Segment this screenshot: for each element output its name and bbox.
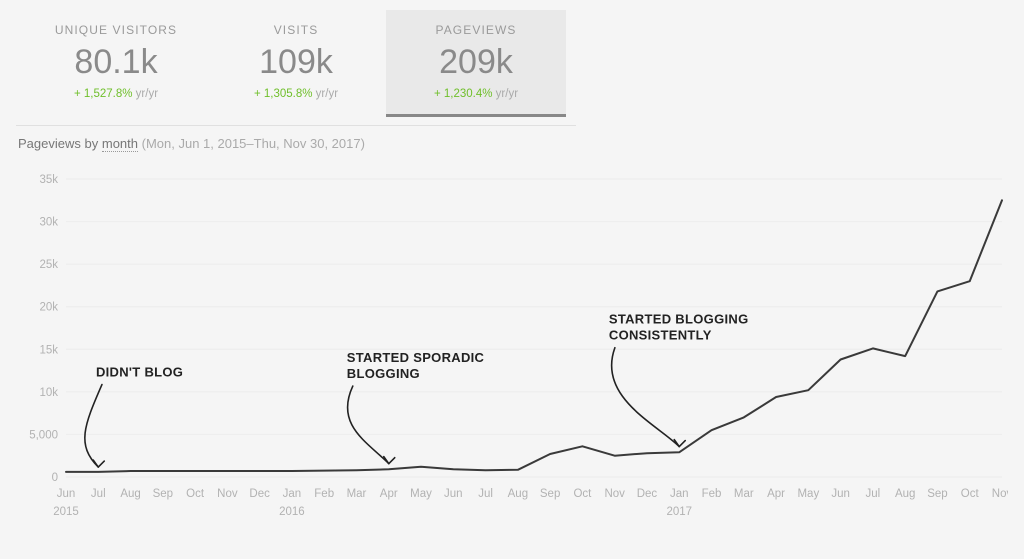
svg-text:DIDN'T BLOG: DIDN'T BLOG	[96, 365, 183, 380]
series-line	[66, 200, 1002, 472]
svg-text:Apr: Apr	[767, 488, 785, 500]
svg-text:Aug: Aug	[895, 488, 915, 500]
svg-text:35k: 35k	[39, 174, 58, 186]
svg-text:STARTED BLOGGING: STARTED BLOGGING	[609, 312, 749, 327]
tab-label: VISITS	[216, 23, 376, 37]
chart-title: Pageviews by month (Mon, Jun 1, 2015–Thu…	[18, 136, 1008, 151]
svg-text:Oct: Oct	[186, 488, 205, 500]
svg-text:Apr: Apr	[380, 488, 398, 500]
svg-text:Dec: Dec	[637, 488, 658, 500]
svg-text:STARTED SPORADIC: STARTED SPORADIC	[347, 350, 485, 365]
svg-text:May: May	[410, 488, 432, 500]
annotation-0: DIDN'T BLOG	[85, 365, 183, 468]
svg-text:25k: 25k	[39, 259, 58, 271]
svg-text:Oct: Oct	[573, 488, 592, 500]
svg-text:Sep: Sep	[927, 488, 947, 500]
chart-svg: 0 5,000 10k 15k 20k 25k 30k 35k Jun Jul Aug Sep Oct N…	[16, 157, 1008, 547]
svg-text:Feb: Feb	[702, 488, 722, 500]
svg-text:Jul: Jul	[91, 488, 106, 500]
svg-text:Sep: Sep	[540, 488, 560, 500]
svg-text:Sep: Sep	[153, 488, 173, 500]
metric-tabs: UNIQUE VISITORS 80.1k + 1,527.8% yr/yr V…	[16, 10, 1008, 117]
annotation-2: STARTED BLOGGINGCONSISTENTLY	[609, 312, 749, 447]
pageviews-chart: 0 5,000 10k 15k 20k 25k 30k 35k Jun Jul Aug Sep Oct N…	[16, 157, 1008, 547]
svg-text:Mar: Mar	[347, 488, 367, 500]
svg-text:30k: 30k	[39, 217, 58, 229]
svg-text:15k: 15k	[39, 344, 58, 356]
svg-text:Nov: Nov	[217, 488, 238, 500]
svg-text:Jun: Jun	[831, 488, 850, 500]
svg-text:Jul: Jul	[478, 488, 493, 500]
dimension-link[interactable]: month	[102, 136, 138, 152]
tab-value: 209k	[396, 43, 556, 82]
tab-label: UNIQUE VISITORS	[36, 23, 196, 37]
svg-text:2017: 2017	[666, 506, 692, 518]
svg-text:2015: 2015	[53, 506, 79, 518]
tab-value: 109k	[216, 43, 376, 82]
svg-text:Jul: Jul	[866, 488, 881, 500]
svg-text:2016: 2016	[279, 506, 305, 518]
tab-pageviews[interactable]: PAGEVIEWS 209k + 1,230.4% yr/yr	[386, 10, 566, 117]
svg-text:Oct: Oct	[961, 488, 980, 500]
svg-text:10k: 10k	[39, 387, 58, 399]
tab-change: + 1,527.8% yr/yr	[36, 88, 196, 100]
svg-text:Nov: Nov	[604, 488, 625, 500]
svg-text:Mar: Mar	[734, 488, 754, 500]
svg-text:Jan: Jan	[283, 488, 302, 500]
tab-change: + 1,230.4% yr/yr	[396, 88, 556, 100]
svg-text:BLOGGING: BLOGGING	[347, 366, 420, 381]
tab-label: PAGEVIEWS	[396, 23, 556, 37]
svg-text:Jun: Jun	[57, 488, 76, 500]
svg-text:Dec: Dec	[249, 488, 270, 500]
svg-text:20k: 20k	[39, 302, 58, 314]
tab-visits[interactable]: VISITS 109k + 1,305.8% yr/yr	[206, 10, 386, 117]
divider	[16, 125, 576, 126]
svg-text:Nov: Nov	[992, 488, 1008, 500]
svg-text:0: 0	[52, 472, 58, 484]
svg-text:Feb: Feb	[314, 488, 334, 500]
svg-text:Jan: Jan	[670, 488, 689, 500]
svg-text:Aug: Aug	[120, 488, 140, 500]
svg-text:5,000: 5,000	[29, 429, 58, 441]
svg-text:Aug: Aug	[508, 488, 528, 500]
tab-value: 80.1k	[36, 43, 196, 82]
svg-text:CONSISTENTLY: CONSISTENTLY	[609, 328, 712, 343]
tab-unique-visitors[interactable]: UNIQUE VISITORS 80.1k + 1,527.8% yr/yr	[26, 10, 206, 117]
svg-text:Jun: Jun	[444, 488, 463, 500]
svg-text:May: May	[797, 488, 819, 500]
annotation-1: STARTED SPORADICBLOGGING	[347, 350, 485, 464]
tab-change: + 1,305.8% yr/yr	[216, 88, 376, 100]
